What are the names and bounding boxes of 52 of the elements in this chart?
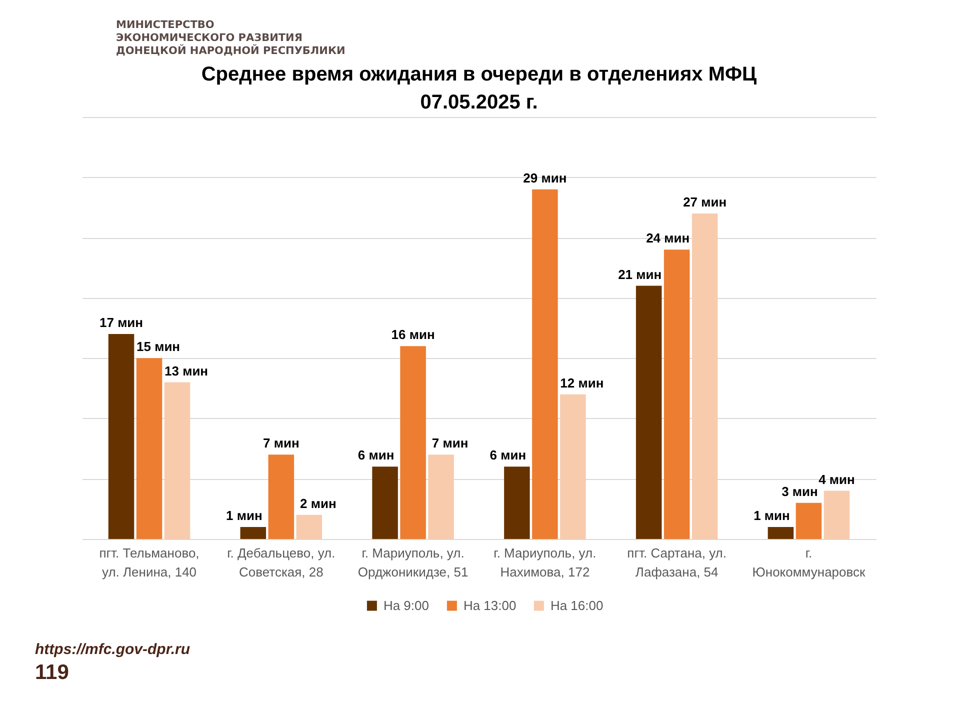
data-label: 4 мин: [818, 472, 855, 487]
x-tick-label: г. Мариуполь, ул. Орджоникидзе, 51: [358, 546, 468, 580]
bar: [400, 346, 426, 539]
text: 119: [35, 661, 69, 684]
text: МИНИСТЕРСТВО: [116, 19, 214, 31]
bar: [824, 490, 850, 539]
data-label: 12 мин: [560, 375, 604, 390]
bar: [796, 502, 822, 539]
data-label: 27 мин: [683, 194, 727, 210]
data-label: 7 мин: [432, 436, 468, 451]
bar: [136, 358, 162, 539]
x-tick-label: пгт. Сартана, ул. Лафазана, 54: [627, 546, 726, 580]
text: https://mfc.gov-dpr.ru: [35, 641, 190, 658]
chart-title: Среднее время ожидания в очереди в отделениях МФЦ: [201, 63, 758, 86]
data-label: 1 мин: [226, 508, 262, 523]
bar: [428, 454, 454, 539]
text: ЭКОНОМИЧЕСКОГО РАЗВИТИЯ: [116, 32, 302, 44]
chart-subtitle: 07.05.2025 г.: [420, 91, 538, 114]
data-label: 17 мин: [99, 315, 144, 330]
bar: [768, 526, 794, 539]
x-tick-label: г. Юнокоммунаровск: [752, 546, 866, 580]
data-label: 6 мин: [358, 448, 394, 463]
bar: [240, 526, 266, 539]
bar: [532, 189, 558, 539]
data-label: 24 мин: [646, 230, 690, 246]
text: ДОНЕЦКОЙ НАРОДНОЙ РЕСПУБЛИКИ: [116, 44, 346, 57]
data-label: 2 мин: [300, 496, 336, 511]
data-label: 15 мин: [136, 339, 180, 354]
data-label: 29 мин: [523, 170, 567, 186]
data-label: 3 мин: [782, 484, 818, 499]
bar: [164, 382, 190, 539]
legend-label: На 9:00: [383, 598, 429, 613]
x-tick-label: г. Мариуполь, ул. Нахимова, 172: [494, 546, 596, 580]
data-label: 1 мин: [754, 508, 790, 523]
bar: [664, 250, 690, 539]
data-label: 13 мин: [164, 363, 208, 378]
bar: [692, 213, 718, 539]
bar: [636, 286, 662, 539]
legend-label: На 16:00: [550, 598, 604, 613]
bar: [560, 394, 586, 539]
data-label: 16 мин: [391, 327, 435, 342]
bar: [372, 466, 398, 539]
x-tick-label: г. Дебальцево, ул. Советская, 28: [227, 546, 336, 580]
data-label: 6 мин: [490, 448, 526, 463]
bar: [504, 466, 530, 539]
x-tick-label: пгт. Тельманово, ул. Ленина, 140: [99, 546, 200, 580]
bar: [268, 454, 294, 539]
data-label: 7 мин: [263, 436, 300, 451]
bar: [108, 334, 134, 539]
legend-label: На 13:00: [463, 598, 516, 613]
data-label: 21 мин: [618, 266, 662, 282]
bar: [296, 514, 322, 539]
